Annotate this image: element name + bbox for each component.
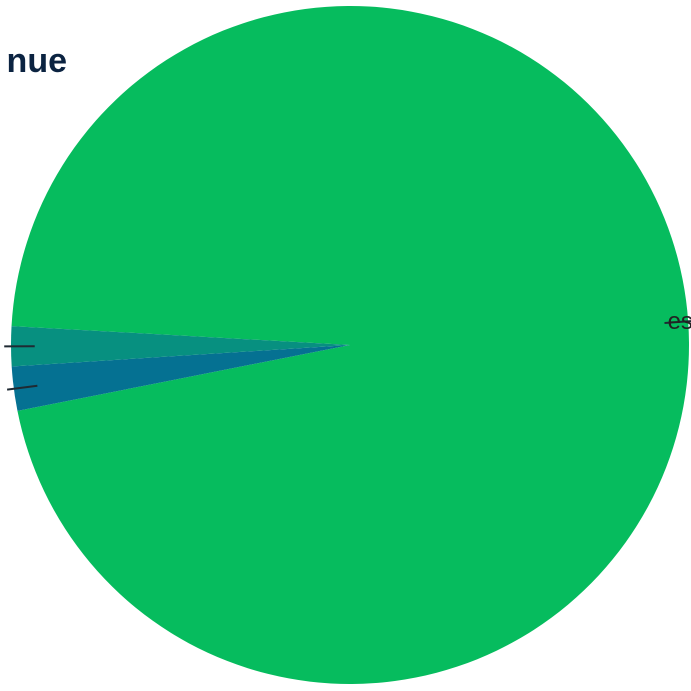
chart-title: nue: [7, 42, 67, 80]
pie-slices: [11, 6, 689, 684]
data-label-1: es: [668, 308, 691, 335]
